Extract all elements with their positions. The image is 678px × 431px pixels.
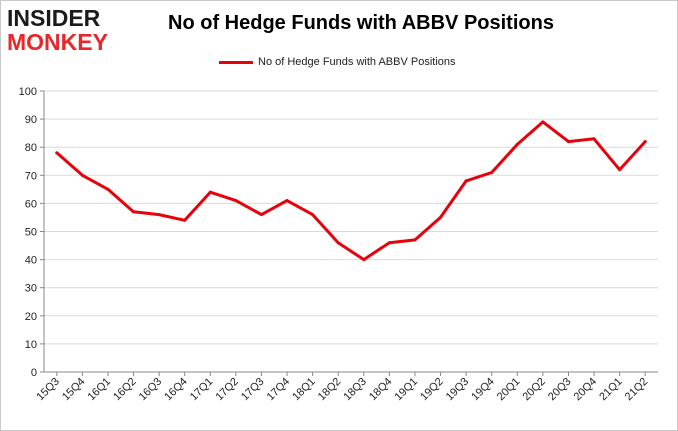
- x-tick-label: 16Q1: [86, 376, 114, 404]
- x-tick-label: 15Q3: [34, 376, 62, 404]
- x-tick-label: 17Q1: [188, 376, 216, 404]
- insider-monkey-logo: INSIDER MONKEY: [7, 7, 129, 55]
- series-line-0: [55, 120, 647, 262]
- data-point-15Q3: [55, 151, 59, 155]
- logo-word-monkey: MONKEY: [7, 29, 108, 55]
- data-point-19Q2: [439, 215, 443, 219]
- x-tick-label: 20Q2: [520, 376, 548, 404]
- data-point-18Q2: [336, 241, 340, 245]
- data-point-15Q4: [80, 173, 84, 177]
- data-point-21Q1: [618, 168, 622, 172]
- data-point-16Q3: [157, 213, 161, 217]
- x-tick-label: 19Q1: [393, 376, 421, 404]
- x-tick-label: 18Q3: [341, 376, 369, 404]
- x-tick-label: 17Q4: [265, 376, 293, 404]
- y-tick-label: 90: [25, 114, 37, 126]
- data-point-20Q2: [541, 120, 545, 124]
- data-point-17Q1: [208, 190, 212, 194]
- data-point-18Q4: [387, 241, 391, 245]
- data-point-20Q1: [515, 142, 519, 146]
- legend-swatch: [219, 60, 253, 64]
- data-point-17Q2: [234, 199, 238, 203]
- data-point-20Q4: [592, 137, 596, 141]
- x-tick-label: 20Q1: [495, 376, 523, 404]
- y-tick-label: 40: [25, 255, 37, 267]
- data-point-18Q1: [311, 213, 315, 217]
- data-point-19Q1: [413, 238, 417, 242]
- logo-word-insider: INSIDER: [7, 5, 101, 31]
- x-tick-label: 19Q4: [469, 376, 497, 404]
- gridlines: [44, 90, 658, 345]
- data-point-17Q4: [285, 199, 289, 203]
- data-point-16Q2: [132, 210, 136, 214]
- data-point-16Q1: [106, 187, 110, 191]
- y-tick-label: 0: [31, 367, 37, 379]
- y-tick-label: 30: [25, 283, 37, 295]
- data-point-20Q3: [566, 140, 570, 144]
- x-tick-label: 15Q4: [60, 376, 88, 404]
- chart-title: No of Hedge Funds with ABBV Positions: [168, 12, 554, 34]
- x-tick-label: 16Q4: [162, 376, 190, 404]
- data-point-19Q3: [464, 179, 468, 183]
- y-tick-label: 50: [25, 227, 37, 239]
- x-tick-label: 18Q2: [316, 376, 344, 404]
- x-tick-label: 16Q2: [111, 376, 139, 404]
- chart-legend: No of Hedge Funds with ABBV Positions: [219, 54, 456, 70]
- y-tick-label: 80: [25, 142, 37, 154]
- x-tick-label: 20Q3: [546, 376, 574, 404]
- y-axis-ticks: 0 10 20 30 40 50 60 70 80 90 100: [19, 86, 44, 379]
- x-tick-label: 16Q3: [137, 376, 165, 404]
- y-tick-label: 10: [25, 339, 37, 351]
- x-tick-label: 21Q2: [623, 376, 651, 404]
- y-tick-label: 60: [25, 198, 37, 210]
- y-tick-label: 70: [25, 170, 37, 182]
- x-tick-label: 21Q1: [597, 376, 625, 404]
- x-axis-ticks: 15Q315Q416Q116Q216Q316Q417Q117Q217Q317Q4…: [34, 372, 650, 403]
- x-tick-label: 17Q2: [213, 376, 241, 404]
- legend-label: No of Hedge Funds with ABBV Positions: [258, 56, 456, 68]
- x-tick-label: 17Q3: [239, 376, 267, 404]
- data-point-18Q3: [362, 258, 366, 262]
- x-tick-label: 19Q2: [418, 376, 446, 404]
- y-tick-label: 100: [19, 86, 37, 98]
- x-tick-label: 18Q4: [367, 376, 395, 404]
- data-point-16Q4: [183, 218, 187, 222]
- data-point-19Q4: [490, 170, 494, 174]
- x-tick-label: 19Q3: [444, 376, 472, 404]
- series-layer: [55, 120, 647, 262]
- x-tick-label: 18Q1: [290, 376, 318, 404]
- data-point-21Q2: [643, 140, 647, 144]
- data-point-17Q3: [259, 213, 263, 217]
- y-tick-label: 20: [25, 311, 37, 323]
- x-tick-label: 20Q4: [572, 376, 600, 404]
